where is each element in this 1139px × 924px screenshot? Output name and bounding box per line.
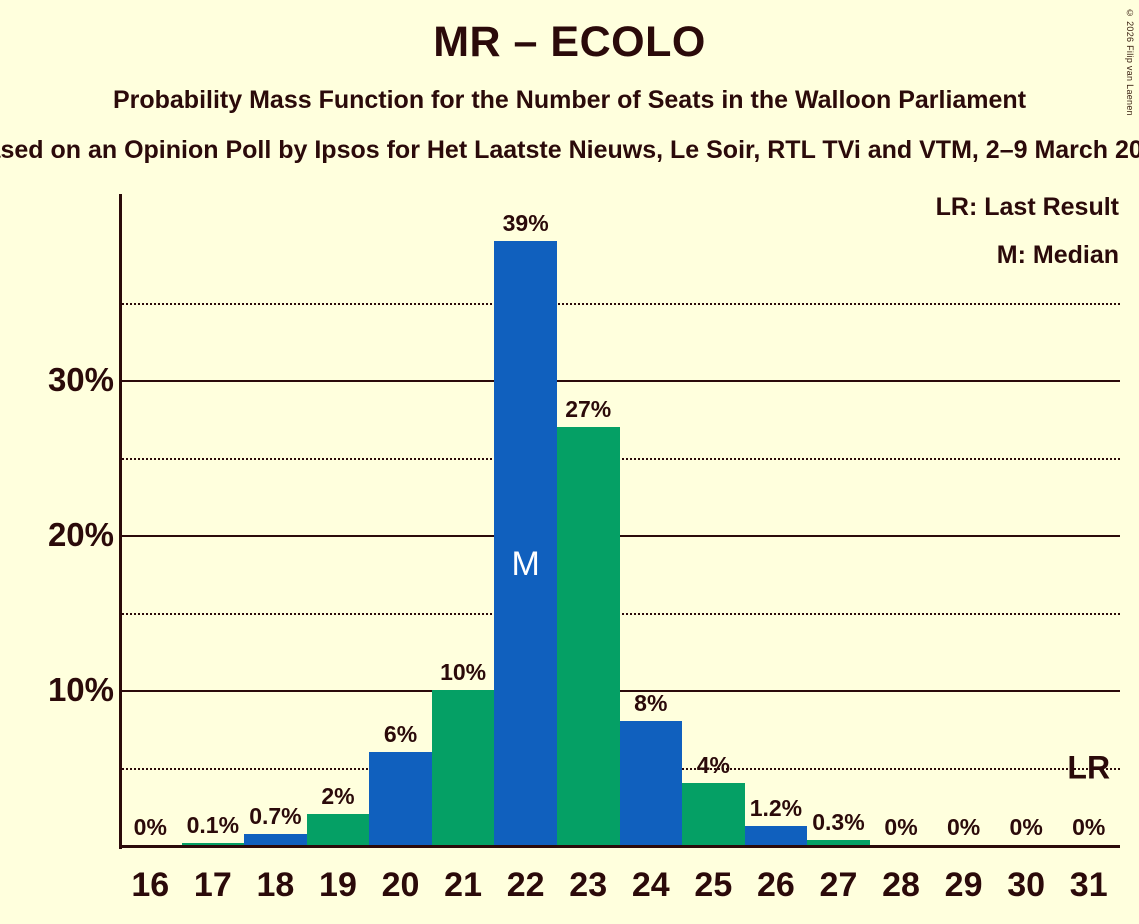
y-axis-tick-label: 10% xyxy=(47,671,114,708)
bar-value-label-20: 6% xyxy=(383,721,418,747)
bar-value-label-27: 0.3% xyxy=(812,809,865,836)
x-axis-tick-18: 18 xyxy=(256,866,295,904)
x-axis-tick-31: 31 xyxy=(1069,866,1108,904)
bar-seat-18[interactable] xyxy=(244,834,307,845)
y-axis-tick-label: 20% xyxy=(47,516,114,553)
bar-value-label-30: 0% xyxy=(1009,814,1043,840)
x-axis-tick-16: 16 xyxy=(131,866,170,904)
bar-seat-20[interactable] xyxy=(369,752,432,845)
legend-median: M: Median xyxy=(996,241,1119,269)
gridline-major-10 xyxy=(119,690,1120,692)
bar-seat-19[interactable] xyxy=(306,814,370,845)
legend-last-result: LR: Last Result xyxy=(935,193,1119,221)
x-axis-tick-22: 22 xyxy=(506,866,545,904)
x-axis-tick-26: 26 xyxy=(756,866,795,904)
bar-value-label-24: 8% xyxy=(634,690,668,716)
bar-value-label-31: 0% xyxy=(1072,814,1106,840)
x-axis-tick-23: 23 xyxy=(569,866,608,904)
x-axis-tick-20: 20 xyxy=(381,866,420,904)
bar-value-label-29: 0% xyxy=(946,814,981,840)
x-axis-tick-25: 25 xyxy=(694,866,733,904)
bar-seat-25[interactable] xyxy=(682,783,745,845)
bar-value-label-17: 0.1% xyxy=(186,812,240,839)
x-axis-tick-21: 21 xyxy=(444,866,482,904)
bar-seat-21[interactable] xyxy=(431,690,495,845)
x-axis-tick-19: 19 xyxy=(319,866,357,904)
chart-title: MR – ECOLO xyxy=(433,18,706,66)
chart-subtitle: Probability Mass Function for the Number… xyxy=(112,86,1027,114)
bar-seat-23[interactable] xyxy=(556,426,620,845)
gridline-minor-15 xyxy=(119,612,1120,615)
bar-value-label-22: 39% xyxy=(502,209,549,236)
chart-source-line: Based on an Opinion Poll by Ipsos for He… xyxy=(0,136,1139,165)
x-axis-tick-30: 30 xyxy=(1007,866,1046,904)
bar-value-label-28: 0% xyxy=(884,814,918,840)
x-axis-tick-17: 17 xyxy=(193,866,232,904)
y-axis-line xyxy=(119,194,122,849)
bar-seat-27[interactable] xyxy=(807,840,870,845)
x-axis-tick-24: 24 xyxy=(631,866,670,904)
gridline-minor-25 xyxy=(119,457,1120,460)
copyright-notice: © 2026 Filip van Laenen xyxy=(1125,8,1135,116)
chart-source-text: Based on an Opinion Poll by Ipsos for He… xyxy=(0,136,1139,164)
x-axis-line xyxy=(119,845,1120,848)
x-axis-tick-27: 27 xyxy=(819,866,858,904)
y-axis-tick-label: 30% xyxy=(47,361,114,398)
bar-value-label-23: 27% xyxy=(565,395,612,422)
gridline-major-20 xyxy=(119,535,1120,537)
x-axis-tick-29: 29 xyxy=(944,866,983,904)
bar-value-label-26: 1.2% xyxy=(749,795,803,822)
gridline-major-30 xyxy=(119,380,1120,382)
chart-legend: LR: Last Result M: Median xyxy=(936,183,1119,279)
median-marker: M xyxy=(511,545,540,583)
gridline-minor-35 xyxy=(119,302,1120,305)
bar-value-label-25: 4% xyxy=(696,752,730,778)
bar-seat-22[interactable] xyxy=(494,240,557,845)
bar-seat-26[interactable] xyxy=(744,826,808,845)
bar-seat-24[interactable] xyxy=(619,721,683,845)
bar-value-label-19: 2% xyxy=(321,783,355,809)
x-axis-tick-28: 28 xyxy=(882,866,920,904)
bar-value-label-18: 0.7% xyxy=(249,803,302,830)
bar-value-label-16: 0% xyxy=(133,814,167,840)
bar-value-label-21: 10% xyxy=(440,659,487,685)
bar-seat-17[interactable] xyxy=(181,843,245,845)
plot-area xyxy=(119,194,1120,847)
last-result-marker: LR xyxy=(1067,749,1111,785)
